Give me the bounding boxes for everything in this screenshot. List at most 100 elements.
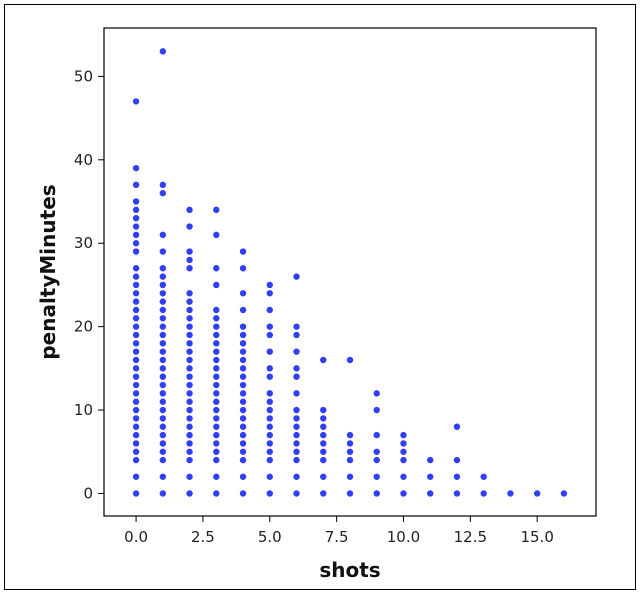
data-point: [213, 490, 220, 497]
data-point: [186, 323, 193, 330]
data-point: [213, 206, 220, 214]
data-point: [239, 431, 247, 439]
data-point: [132, 381, 140, 389]
data-point: [132, 181, 140, 189]
x-tick-label: 7.5: [325, 528, 349, 546]
data-point: [159, 373, 167, 380]
data-point: [186, 390, 193, 397]
data-point: [186, 440, 193, 447]
data-point: [213, 323, 220, 330]
data-point: [266, 373, 273, 380]
data-point: [186, 473, 193, 480]
data-point: [293, 348, 300, 355]
y-tick-label: 50: [74, 67, 93, 85]
data-point: [159, 340, 167, 347]
data-point: [346, 473, 354, 480]
x-tick-label: 12.5: [454, 528, 487, 546]
data-point: [239, 290, 247, 297]
data-point: [132, 331, 140, 339]
x-tick-label: 10.0: [387, 528, 420, 546]
data-point: [266, 473, 273, 480]
data-point: [132, 348, 140, 355]
data-point: [132, 273, 140, 280]
data-point: [213, 440, 220, 447]
data-point: [346, 456, 354, 464]
data-point: [320, 448, 327, 455]
data-point: [186, 406, 193, 414]
data-point: [453, 423, 461, 430]
data-point: [159, 181, 167, 189]
data-point: [346, 440, 354, 447]
data-point: [159, 189, 167, 197]
data-point: [239, 415, 247, 422]
data-point: [239, 448, 247, 455]
data-point: [213, 431, 220, 439]
data-point: [266, 415, 273, 422]
data-point: [213, 315, 220, 322]
data-point: [132, 281, 140, 289]
data-point: [266, 365, 273, 372]
data-point: [159, 265, 167, 272]
x-tick-label: 15.0: [520, 528, 553, 546]
x-tick-label: 5.0: [258, 528, 282, 546]
x-tick-label: 0.0: [124, 528, 148, 546]
data-point: [346, 431, 354, 439]
data-point: [132, 240, 140, 247]
data-point: [186, 306, 193, 314]
data-point: [213, 406, 220, 414]
data-point: [239, 398, 247, 405]
data-point: [293, 365, 300, 372]
data-point: [186, 340, 193, 347]
data-point: [132, 456, 140, 464]
data-point: [132, 340, 140, 347]
data-point: [266, 306, 273, 314]
data-point: [346, 490, 354, 497]
data-point: [132, 440, 140, 447]
data-point: [132, 290, 140, 297]
data-point: [266, 490, 273, 497]
data-point: [293, 415, 300, 422]
data-point: [159, 290, 167, 297]
data-point: [400, 490, 407, 497]
data-point: [159, 306, 167, 314]
data-point: [132, 198, 140, 205]
data-point: [132, 473, 140, 480]
data-point: [186, 256, 193, 264]
data-point: [266, 323, 273, 330]
data-point: [239, 348, 247, 355]
data-point: [132, 223, 140, 230]
data-point: [159, 356, 167, 364]
data-point: [132, 206, 140, 214]
data-point: [213, 281, 220, 289]
data-point: [213, 390, 220, 397]
data-point: [186, 415, 193, 422]
data-point: [186, 423, 193, 430]
data-point: [373, 431, 380, 439]
data-point: [132, 390, 140, 397]
data-point: [266, 348, 273, 355]
data-point: [346, 356, 354, 364]
data-point: [132, 490, 140, 497]
data-point: [213, 473, 220, 480]
data-point: [266, 448, 273, 455]
data-points: [132, 48, 568, 497]
data-point: [266, 290, 273, 297]
data-point: [320, 456, 327, 464]
y-tick-label: 10: [74, 401, 93, 419]
data-point: [320, 440, 327, 447]
data-point: [159, 381, 167, 389]
data-point: [320, 356, 327, 364]
data-point: [453, 490, 461, 497]
data-point: [213, 381, 220, 389]
data-point: [293, 456, 300, 464]
data-point: [239, 265, 247, 272]
data-point: [132, 406, 140, 414]
data-point: [186, 356, 193, 364]
data-point: [132, 298, 140, 305]
data-point: [266, 440, 273, 447]
data-point: [132, 415, 140, 422]
data-point: [293, 273, 300, 280]
y-tick-label: 40: [74, 151, 93, 169]
data-point: [159, 423, 167, 430]
